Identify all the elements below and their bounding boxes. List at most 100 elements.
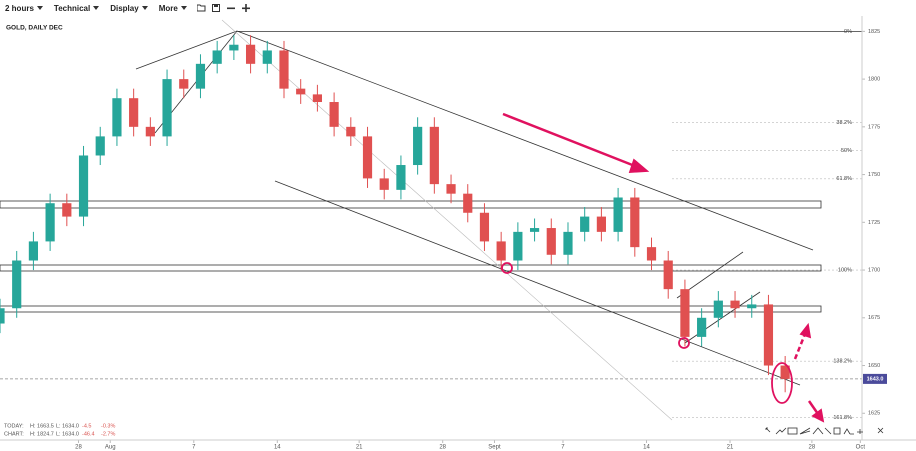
caret [180,6,187,10]
candle-body [747,304,757,309]
stat-percent: -0.3% [101,423,115,429]
save-button[interactable] [211,3,221,13]
candle-body [145,126,155,137]
annotations [501,112,825,423]
interval-menu[interactable]: 2 hours [5,4,43,13]
y-tick-label: 1625 [868,411,880,417]
display-label: Display [110,3,139,13]
candle-body [78,155,89,217]
stats: TODAY: H: 1663.5 L: 1634.0 -4.5 -0.3% CH… [4,423,115,437]
y-tick-label: 1775 [868,124,880,130]
trend-line [274,180,801,386]
candle-body [697,317,707,337]
more-label: More [158,3,178,13]
tool-fan[interactable] [799,427,811,435]
fib-label: 100% [838,268,852,274]
candle-body [95,136,105,156]
candle-body [529,228,540,232]
stat-high: H: 1824.7 [30,431,54,437]
x-tick-label: 28 [439,445,446,451]
caret [93,6,100,10]
y-tick-label: 1725 [868,220,880,226]
arrow-head [628,158,650,173]
tool-line[interactable] [775,427,787,435]
y-tick-label: 1700 [868,268,880,274]
highlight-ellipse [771,362,793,404]
tool-cursor[interactable] [765,427,771,433]
more-menu[interactable]: More [159,4,187,13]
candle-body [680,289,690,337]
candle-body [780,365,790,379]
x-tick-label: 28 [75,445,82,451]
candle-body [479,212,490,242]
tool-fib[interactable] [787,427,798,435]
candle-body [546,228,556,255]
fib-label: 161.8% [833,415,852,421]
zoom-in-button[interactable] [241,3,251,13]
display-menu[interactable]: Display [110,3,148,13]
toolbar: 2 hours Technical Display More [0,0,916,16]
fib-label: 61.8% [836,176,852,182]
x-tick-label: 28 [809,445,816,451]
open-button[interactable] [196,4,206,12]
candle-body [362,136,373,179]
y-tick-label: 1650 [868,363,880,369]
tool-trend[interactable] [812,427,824,435]
y-tick-label: 1750 [868,172,880,178]
candle-body [179,79,189,89]
candle-body [45,203,55,242]
chart-title: GOLD, DAILY DEC [6,25,63,32]
candle-body [262,50,272,64]
last-price-label: 1643.0 [867,376,884,382]
candle-body [212,50,222,64]
candle-body [763,304,774,366]
interval-label: 2 hours [5,3,34,13]
arrow [793,333,807,360]
fib-line [221,19,673,421]
technical-menu[interactable]: Technical [53,3,100,13]
fib-label: 38.2% [836,120,852,126]
y-tick-label: 1800 [868,77,880,83]
arrow-head [799,322,812,339]
candle-body [663,260,673,290]
fib-label: 138.2% [833,359,852,365]
candle-body [0,308,5,324]
tool-text[interactable] [843,428,854,435]
stat-label: TODAY: [4,423,24,429]
x-tick-label: 14 [643,445,650,451]
candle-body [195,63,206,89]
candle-body [279,50,289,89]
stat-change: -46.4 [82,431,95,437]
chart: 1625 1650 1675 1700 1725 1750 1775 1800 1825 28 Au… [0,16,916,451]
tool-close[interactable] [877,427,884,434]
candle-body [396,165,406,190]
caret [141,6,148,10]
stat-label: CHART: [4,431,24,437]
candle-body [296,88,306,95]
arrow [502,112,641,170]
zoom-out-button[interactable] [226,4,236,13]
tool-rect[interactable] [833,427,841,435]
caret [36,6,43,10]
x-tick-label: Sept [488,445,501,451]
tool-arrow[interactable] [824,427,832,435]
candle-body [413,126,423,166]
candle-body [329,102,339,127]
fib-label: 50% [841,148,852,154]
stat-low: L: 1634.0 [56,431,79,437]
candle-body [646,247,657,261]
candle-body [613,197,623,232]
tool-more[interactable] [857,429,863,434]
stat-percent: -2.7% [101,431,115,437]
candle-body [730,300,740,309]
technical-label: Technical [53,3,91,13]
candle-body [379,178,389,190]
candle-body [463,193,473,213]
candle-body [12,260,22,309]
fib-label: 0% [844,29,852,35]
x-tick-label: 7 [192,445,196,451]
candle-body [112,98,122,137]
candle-body [312,94,322,103]
candle-body [62,203,72,217]
candle-body [229,44,239,51]
